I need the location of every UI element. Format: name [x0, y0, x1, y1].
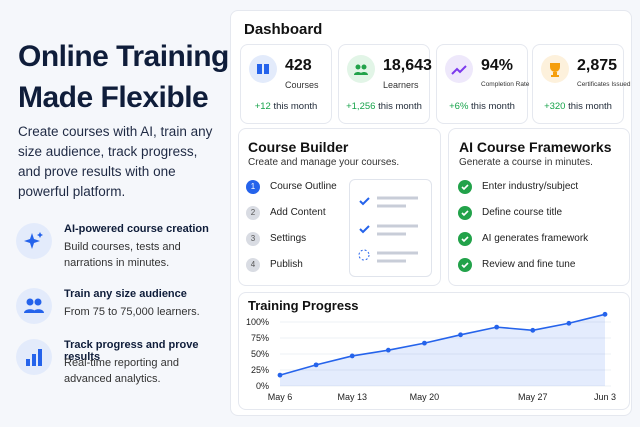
stat-card: 428 Courses +12 this month: [240, 44, 332, 124]
card-subtitle: Generate a course in minutes.: [459, 157, 593, 168]
x-tick-label: Jun 3: [594, 392, 616, 402]
stat-change: +12 this month: [241, 101, 331, 112]
feature-icon: [16, 223, 52, 259]
check-icon: [458, 232, 472, 246]
point: [313, 362, 319, 368]
line: [279, 313, 606, 376]
icon: [354, 64, 368, 75]
stat-change: +320 this month: [533, 101, 623, 112]
check-icon: [458, 206, 472, 220]
feature-icon: [16, 339, 52, 375]
feature-text: Real-time reporting and advanced analyti…: [64, 357, 179, 385]
point: [566, 320, 572, 326]
step-label: Course Outline: [270, 181, 337, 192]
framework-step: Define course title: [482, 207, 563, 218]
step-number: 4: [246, 258, 260, 272]
change-value: +12: [254, 101, 271, 112]
card-subtitle: Create and manage your courses.: [248, 157, 400, 168]
chart-card: Training Progress 0% 25% 50% 75% 100% May 6 Ma…: [238, 292, 630, 410]
stat-change: +6% this month: [437, 101, 527, 112]
feature: Track progress and prove results Real-ti…: [16, 339, 226, 387]
stat-icon: [541, 55, 569, 83]
stat-value: 94%: [481, 57, 514, 74]
feature-title: AI-powered course creation: [64, 223, 209, 235]
stat-icon: [347, 55, 375, 83]
icon: [451, 65, 467, 75]
feature-title: Train any size audience: [64, 288, 187, 300]
feature: AI-powered course creation Build courses…: [16, 223, 226, 271]
stat-card: 18,643 Learners +1,256 this month: [338, 44, 432, 124]
dashboard-title: Dashboard: [244, 21, 323, 38]
step-label: Settings: [270, 233, 307, 244]
framework-step: Review and fine tune: [482, 259, 576, 270]
x-tick-label: May 20: [410, 392, 440, 402]
x-tick-label: May 27: [518, 392, 548, 402]
step-label: Publish: [270, 259, 303, 270]
area: [280, 314, 605, 386]
change-value: +6%: [449, 101, 469, 112]
step-label: Add Content: [270, 207, 326, 218]
x-tick-label: May 13: [337, 392, 367, 402]
y-tick-label: 25%: [251, 365, 269, 375]
title-line: Made Flexible: [18, 81, 209, 114]
stat-label: Learners: [383, 80, 419, 90]
framework-step: AI generates framework: [482, 233, 589, 244]
point: [458, 332, 463, 338]
hero-description: Create courses with AI, train any size a…: [18, 124, 213, 199]
card-title: Course Builder: [248, 139, 349, 155]
stat-value: 18,643: [383, 57, 432, 74]
check-icon: [458, 258, 472, 272]
change-period: this month: [568, 101, 612, 112]
point: [349, 353, 355, 359]
stat-value: 428: [285, 57, 312, 74]
frameworks: AI Course Frameworks Generate a course i…: [448, 128, 630, 286]
y-tick-label: 100%: [246, 317, 269, 327]
stat-value: 2,875: [577, 57, 618, 74]
hero-title: Online Training Made Flexible: [18, 36, 229, 118]
stat-card: 2,875 Certificates Issued +320 this month: [532, 44, 630, 124]
icon: [257, 64, 269, 74]
feature-text: From 75 to 75,000 learners.: [64, 306, 200, 318]
stat-icon: [249, 55, 277, 83]
chart: 0% 25% 50% 75% 100% May 6 May 13 May 20 May 27 Ju…: [246, 311, 616, 402]
icon: [550, 63, 560, 77]
outline-preview: [349, 179, 432, 277]
stat-label: Completion Rate: [481, 81, 530, 88]
chart-title: Training Progress: [248, 298, 359, 313]
point: [494, 324, 500, 330]
x-tick-label: May 6: [268, 392, 293, 402]
change-value: +1,256: [346, 101, 376, 112]
point: [422, 340, 427, 346]
change-period: this month: [471, 101, 515, 112]
title-line: Online Training: [18, 40, 229, 73]
point: [602, 311, 608, 317]
feature-title: Track progress and prove results: [64, 339, 199, 363]
feature-icon: [16, 288, 52, 324]
stat-icon: [445, 55, 473, 83]
point: [277, 372, 283, 378]
change-period: this month: [378, 101, 422, 112]
step-number: 1: [246, 180, 260, 194]
course-builder: Course Builder Create and manage your co…: [238, 128, 441, 286]
feature: Train any size audience From 75 to 75,00…: [16, 288, 226, 336]
stat-change: +1,256 this month: [339, 101, 429, 112]
check-icon: [458, 180, 472, 194]
change-value: +320: [544, 101, 566, 112]
y-tick-label: 50%: [251, 349, 269, 359]
card-title: AI Course Frameworks: [459, 139, 612, 155]
framework-step: Enter industry/subject: [482, 181, 579, 192]
point: [385, 347, 391, 353]
stat-card: 94% Completion Rate +6% this month: [436, 44, 530, 124]
y-tick-label: 0%: [256, 381, 269, 391]
step-number: 3: [246, 232, 260, 246]
stat-label: Courses: [285, 80, 319, 90]
y-tick-label: 75%: [251, 333, 269, 343]
point: [530, 327, 536, 333]
stat-label: Certificates Issued: [577, 81, 631, 88]
step-number: 2: [246, 206, 260, 220]
change-period: this month: [273, 101, 318, 112]
feature-text: Build courses, tests and narrations in m…: [64, 241, 181, 269]
